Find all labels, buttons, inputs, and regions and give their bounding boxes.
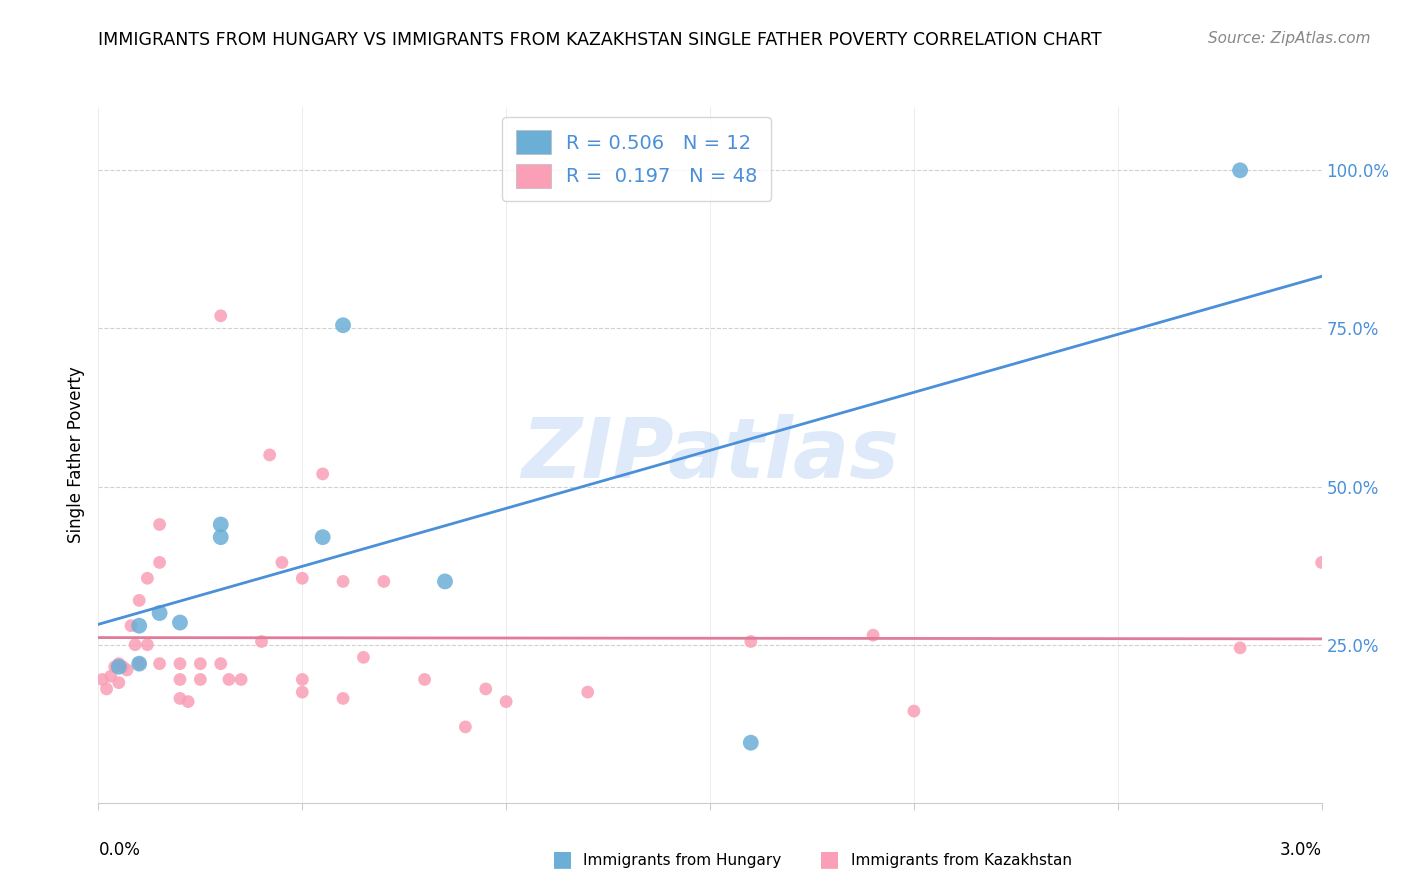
Point <box>128 657 150 671</box>
Point <box>259 448 281 462</box>
Text: 0.0%: 0.0% <box>98 841 141 859</box>
Point <box>1229 640 1251 655</box>
Point <box>128 618 150 632</box>
Point <box>149 606 172 620</box>
Text: Source: ZipAtlas.com: Source: ZipAtlas.com <box>1208 31 1371 46</box>
Point <box>250 634 273 648</box>
Point <box>169 657 191 671</box>
Point <box>862 628 884 642</box>
Point <box>291 571 314 585</box>
Point <box>332 691 354 706</box>
Point <box>209 657 232 671</box>
Point <box>209 309 232 323</box>
Point <box>209 530 232 544</box>
Point <box>124 638 146 652</box>
Point <box>740 736 762 750</box>
Point <box>169 691 191 706</box>
Point <box>91 673 114 687</box>
Point <box>96 681 118 696</box>
Text: 3.0%: 3.0% <box>1279 841 1322 859</box>
Point <box>209 517 232 532</box>
Point <box>291 673 314 687</box>
Text: Immigrants from Kazakhstan: Immigrants from Kazakhstan <box>851 854 1071 868</box>
Point <box>495 695 517 709</box>
Text: IMMIGRANTS FROM HUNGARY VS IMMIGRANTS FROM KAZAKHSTAN SINGLE FATHER POVERTY CORR: IMMIGRANTS FROM HUNGARY VS IMMIGRANTS FR… <box>98 31 1102 49</box>
Point <box>454 720 477 734</box>
Point <box>352 650 374 665</box>
Point <box>177 695 200 709</box>
Point <box>188 657 212 671</box>
Point <box>108 657 131 671</box>
Point <box>474 681 498 696</box>
Point <box>332 318 354 333</box>
Point <box>1310 556 1333 570</box>
Text: ■: ■ <box>820 849 839 869</box>
Point <box>169 615 191 630</box>
Point <box>149 517 172 532</box>
Point <box>373 574 395 589</box>
Legend: R = 0.506   N = 12, R =  0.197   N = 48: R = 0.506 N = 12, R = 0.197 N = 48 <box>502 117 772 202</box>
Y-axis label: Single Father Poverty: Single Father Poverty <box>66 367 84 543</box>
Point <box>115 663 138 677</box>
Point <box>149 657 172 671</box>
Point <box>136 638 159 652</box>
Point <box>149 556 172 570</box>
Point <box>188 673 212 687</box>
Point <box>311 530 335 544</box>
Text: ■: ■ <box>553 849 572 869</box>
Point <box>100 669 122 683</box>
Point <box>231 673 253 687</box>
Text: ZIPatlas: ZIPatlas <box>522 415 898 495</box>
Point <box>413 673 436 687</box>
Point <box>433 574 456 589</box>
Point <box>128 657 150 671</box>
Point <box>740 634 762 648</box>
Point <box>1229 163 1251 178</box>
Point <box>903 704 925 718</box>
Point <box>111 660 134 674</box>
Point <box>104 660 127 674</box>
Point <box>136 571 159 585</box>
Point <box>108 660 131 674</box>
Point <box>332 574 354 589</box>
Point <box>169 673 191 687</box>
Point <box>218 673 240 687</box>
Point <box>108 675 131 690</box>
Text: Immigrants from Hungary: Immigrants from Hungary <box>583 854 782 868</box>
Point <box>120 618 142 632</box>
Point <box>270 556 292 570</box>
Point <box>311 467 335 481</box>
Point <box>128 593 150 607</box>
Point <box>576 685 599 699</box>
Point <box>291 685 314 699</box>
